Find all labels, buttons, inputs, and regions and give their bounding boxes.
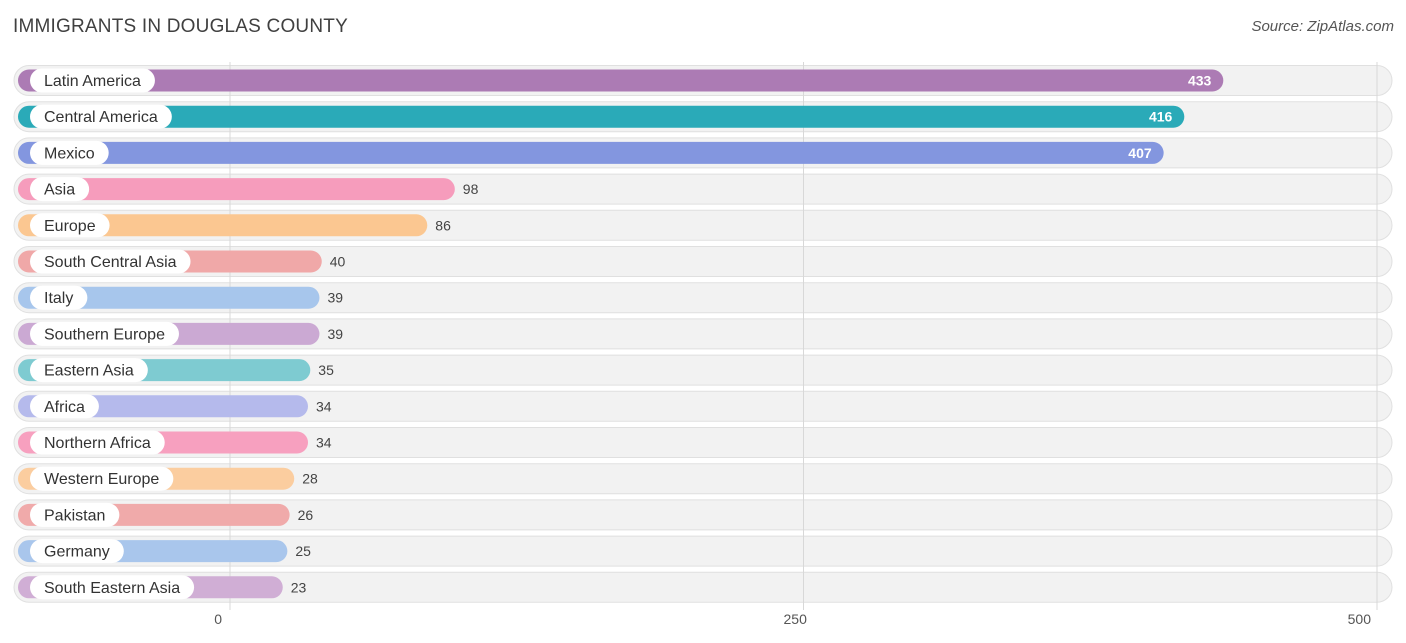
source-credit: Source: ZipAtlas.com bbox=[1251, 18, 1394, 35]
category-label: Europe bbox=[44, 218, 96, 235]
axis-tick-label: 500 bbox=[1348, 611, 1372, 627]
category-label: Southern Europe bbox=[44, 326, 165, 343]
value-label: 23 bbox=[291, 579, 307, 595]
category-label-pill bbox=[30, 249, 191, 274]
category-label-pill bbox=[30, 104, 172, 129]
value-label: 40 bbox=[330, 254, 346, 270]
value-label: 416 bbox=[1149, 109, 1173, 125]
value-label: 98 bbox=[463, 181, 479, 197]
axis-tick-label: 250 bbox=[784, 611, 808, 627]
category-label: Asia bbox=[44, 182, 75, 199]
category-label: Western Europe bbox=[44, 471, 159, 488]
row-track bbox=[13, 535, 1393, 567]
category-label: Pakistan bbox=[44, 507, 105, 524]
bar[interactable] bbox=[18, 178, 455, 201]
bar[interactable] bbox=[18, 286, 320, 309]
category-label: Africa bbox=[44, 399, 85, 416]
row-track bbox=[13, 282, 1393, 314]
row-track bbox=[13, 390, 1393, 422]
bar[interactable] bbox=[18, 105, 1185, 128]
category-label-pill bbox=[30, 140, 109, 165]
category-label: Italy bbox=[44, 290, 73, 307]
value-label: 35 bbox=[318, 362, 334, 378]
row-track bbox=[13, 246, 1393, 277]
row-track bbox=[13, 463, 1393, 495]
category-label: Mexico bbox=[44, 145, 95, 162]
category-label-pill bbox=[30, 394, 99, 419]
category-label-pill bbox=[30, 502, 120, 527]
value-label: 433 bbox=[1188, 73, 1212, 89]
category-label-pill bbox=[30, 539, 124, 564]
row-track bbox=[13, 354, 1393, 386]
row-track bbox=[13, 427, 1393, 458]
value-label: 34 bbox=[316, 398, 332, 414]
category-label: Central America bbox=[44, 109, 158, 126]
row-track bbox=[13, 499, 1393, 531]
category-label: South Central Asia bbox=[44, 254, 177, 271]
category-label: Germany bbox=[44, 544, 110, 561]
category-label-pill bbox=[30, 321, 179, 346]
value-label: 28 bbox=[302, 471, 318, 487]
bar[interactable] bbox=[18, 141, 1164, 164]
row-track bbox=[13, 571, 1393, 603]
axis-tick-label: 0 bbox=[214, 611, 222, 627]
category-label-pill bbox=[30, 68, 155, 93]
value-label: 86 bbox=[435, 217, 451, 233]
value-label: 25 bbox=[295, 543, 311, 559]
category-label-pill bbox=[30, 575, 195, 600]
bar[interactable] bbox=[18, 214, 428, 237]
category-label-pill bbox=[30, 430, 165, 455]
category-label-pill bbox=[30, 466, 174, 491]
category-label-pill bbox=[30, 177, 90, 202]
bar[interactable] bbox=[18, 69, 1224, 92]
category-label: South Eastern Asia bbox=[44, 580, 180, 597]
category-label: Latin America bbox=[44, 73, 141, 90]
category-label-pill bbox=[30, 213, 110, 238]
value-label: 39 bbox=[327, 290, 343, 306]
value-label: 407 bbox=[1128, 145, 1152, 161]
category-label: Eastern Asia bbox=[44, 363, 134, 380]
category-label-pill bbox=[30, 358, 148, 383]
value-label: 34 bbox=[316, 435, 332, 451]
value-label: 39 bbox=[327, 326, 343, 342]
category-label: Northern Africa bbox=[44, 435, 151, 452]
chart-title: IMMIGRANTS IN DOUGLAS COUNTY bbox=[13, 16, 348, 37]
value-label: 26 bbox=[298, 507, 314, 523]
category-label-pill bbox=[30, 285, 88, 310]
row-track bbox=[13, 318, 1393, 350]
